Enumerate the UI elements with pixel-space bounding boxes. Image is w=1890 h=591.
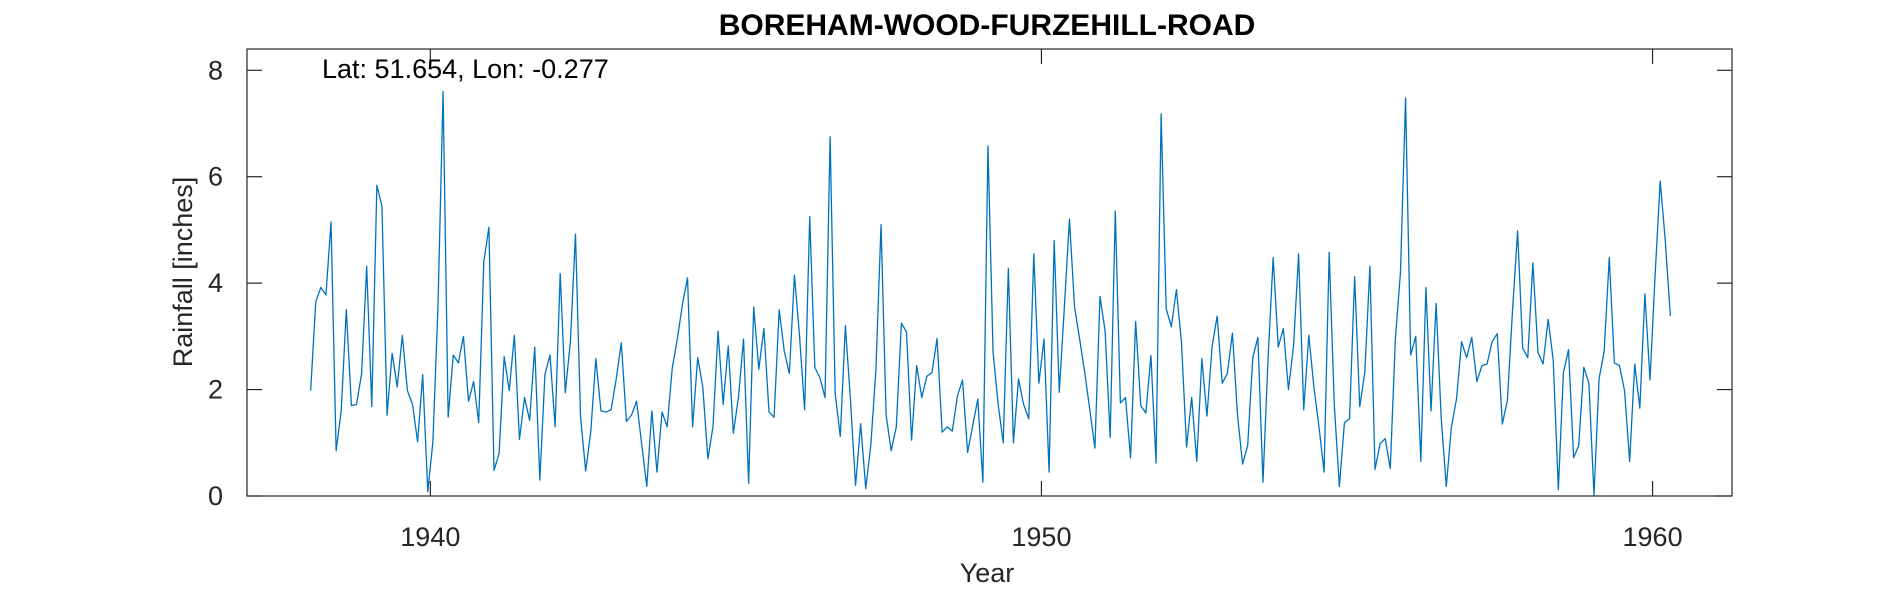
plot-area-frame — [246, 48, 1733, 497]
chart-title: BOREHAM-WOOD-FURZEHILL-ROAD — [719, 9, 1256, 42]
rainfall-series-line — [310, 90, 1672, 496]
y-axis-label: Rainfall [inches] — [168, 177, 198, 368]
y-tick-label: 6 — [208, 162, 223, 192]
x-tick-label: 1960 — [1623, 522, 1683, 552]
x-tick-label: 1940 — [400, 522, 460, 552]
x-axis: 1940 1950 1960 — [400, 49, 1683, 552]
y-tick-label: 0 — [208, 481, 223, 511]
location-annotation: Lat: 51.654, Lon: -0.277 — [322, 54, 609, 84]
x-tick-label: 1950 — [1011, 522, 1071, 552]
y-tick-label: 8 — [208, 55, 223, 85]
x-axis-label: Year — [960, 558, 1015, 588]
y-tick-label: 2 — [208, 375, 223, 405]
y-tick-label: 4 — [208, 268, 223, 298]
y-axis: 0 2 4 6 8 — [208, 55, 1732, 511]
